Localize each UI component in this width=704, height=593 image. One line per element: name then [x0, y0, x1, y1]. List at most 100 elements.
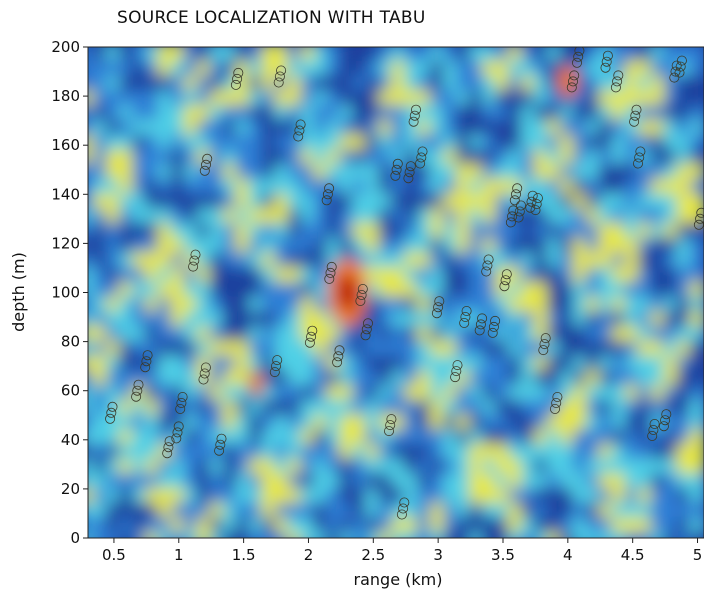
- heat-cell: [235, 425, 252, 444]
- heat-cell: [663, 263, 680, 282]
- heat-cell: [533, 367, 550, 385]
- heat-cell: [676, 308, 693, 326]
- heat-cell: [495, 116, 511, 135]
- heat-cell: [209, 57, 226, 76]
- heat-cell: [170, 146, 187, 164]
- tabu-marker: [321, 195, 332, 206]
- heat-cell: [637, 249, 654, 268]
- heat-cell: [287, 293, 304, 312]
- heat-cell: [430, 322, 447, 341]
- heat-cell: [495, 484, 511, 503]
- heat-cell: [235, 381, 252, 400]
- heat-cell: [559, 204, 576, 223]
- heat-cell: [572, 219, 589, 238]
- heat-cell: [495, 57, 511, 76]
- heat-cell: [404, 293, 421, 312]
- heat-cell: [222, 190, 239, 209]
- heat-cell: [105, 87, 122, 106]
- heat-cell: [88, 381, 96, 400]
- heat-cell: [300, 470, 317, 489]
- heat-cell: [533, 396, 550, 415]
- heat-cell: [598, 529, 615, 538]
- heat-cell: [469, 101, 486, 120]
- heat-cell: [313, 47, 330, 61]
- heat-cell: [585, 249, 602, 268]
- heat-cell: [365, 234, 382, 253]
- heat-cell: [365, 440, 382, 459]
- heat-cell: [209, 101, 226, 120]
- heat-cell: [495, 470, 511, 489]
- heat-cell: [404, 440, 421, 459]
- heat-cell: [209, 352, 226, 371]
- heat-cell: [443, 367, 460, 385]
- heat-cell: [378, 499, 395, 518]
- tabu-marker: [391, 164, 402, 175]
- heat-cell: [339, 455, 356, 474]
- heat-cell: [261, 146, 278, 164]
- heat-cell: [170, 499, 187, 518]
- tabu-marker: [131, 391, 142, 402]
- heat-cell: [469, 514, 486, 533]
- heat-cell: [118, 440, 135, 459]
- heat-cell: [689, 146, 704, 164]
- heat-cell: [88, 87, 96, 106]
- tabu-marker: [630, 110, 641, 121]
- heat-cell: [611, 175, 628, 194]
- heat-cell: [339, 87, 356, 106]
- heat-cell: [520, 204, 537, 223]
- heat-cell: [118, 175, 135, 194]
- heat-cell: [131, 514, 148, 533]
- heat-cell: [196, 101, 213, 120]
- heat-cell: [248, 190, 265, 209]
- tabu-marker: [172, 427, 183, 438]
- heat-cell: [365, 499, 382, 518]
- heat-cell: [352, 499, 369, 518]
- heat-cell: [650, 499, 667, 518]
- heat-cell: [131, 484, 148, 503]
- heat-cell: [417, 425, 434, 444]
- heat-cell: [482, 204, 498, 223]
- heat-cell: [261, 514, 278, 533]
- heat-cell: [508, 146, 524, 164]
- heat-cell: [391, 278, 408, 297]
- heat-cell: [676, 322, 693, 341]
- heat-cell: [144, 514, 161, 533]
- heat-cell: [313, 249, 330, 268]
- heat-cell: [365, 470, 382, 489]
- heat-cell: [93, 204, 109, 223]
- heat-cell: [157, 72, 174, 91]
- heat-cell: [663, 293, 680, 312]
- heat-cell: [508, 101, 524, 120]
- heat-cell: [676, 440, 693, 459]
- tabu-marker: [488, 321, 499, 332]
- heat-cell: [196, 87, 213, 106]
- y-tick-label: 120: [51, 234, 80, 252]
- heat-cell: [183, 101, 200, 120]
- tabu-marker: [648, 424, 659, 435]
- heat-cell: [663, 308, 680, 326]
- heat-cell: [170, 47, 187, 61]
- heat-cell: [404, 411, 421, 430]
- heat-cell: [93, 352, 109, 371]
- heat-cell: [546, 440, 563, 459]
- tabu-marker: [475, 319, 486, 330]
- heat-cell: [274, 352, 291, 371]
- heat-cell: [209, 219, 226, 238]
- heat-cell: [118, 396, 135, 415]
- heat-cell: [183, 484, 200, 503]
- heat-cell: [482, 131, 498, 150]
- heat-cell: [508, 352, 524, 371]
- heat-cell: [598, 204, 615, 223]
- tabu-marker: [216, 433, 227, 444]
- heat-cell: [546, 204, 563, 223]
- heat-cell: [196, 337, 213, 356]
- heat-cell: [559, 160, 576, 179]
- tabu-marker: [270, 361, 281, 372]
- heat-cell: [105, 455, 122, 474]
- heat-cell: [546, 455, 563, 474]
- heat-cell: [598, 293, 615, 312]
- heat-cell: [261, 308, 278, 326]
- heat-cell: [196, 529, 213, 538]
- heat-cell: [482, 322, 498, 341]
